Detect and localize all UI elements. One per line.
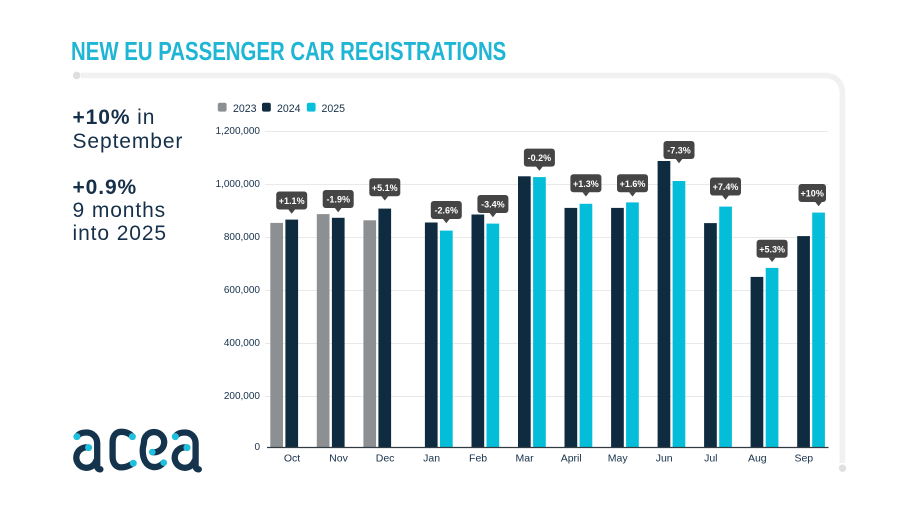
svg-text:Jul: Jul — [704, 453, 717, 465]
svg-text:Jun: Jun — [656, 453, 673, 465]
svg-text:2024: 2024 — [277, 103, 301, 115]
svg-text:1,000,000: 1,000,000 — [216, 179, 261, 190]
svg-text:Oct: Oct — [284, 453, 300, 465]
svg-text:+1.3%: +1.3% — [573, 179, 599, 189]
svg-text:1,200,000: 1,200,000 — [216, 126, 261, 137]
svg-text:-3.4%: -3.4% — [481, 200, 505, 210]
svg-text:-2.6%: -2.6% — [435, 206, 459, 216]
svg-text:+5.1%: +5.1% — [372, 183, 398, 193]
svg-text:2025: 2025 — [322, 103, 346, 115]
svg-text:+10%: +10% — [801, 189, 824, 199]
svg-text:Jan: Jan — [423, 453, 440, 465]
svg-text:+1.1%: +1.1% — [279, 196, 305, 206]
svg-text:200,000: 200,000 — [224, 391, 261, 402]
svg-text:Sep: Sep — [794, 453, 813, 465]
svg-text:Aug: Aug — [748, 453, 767, 465]
svg-text:Feb: Feb — [469, 453, 487, 465]
svg-text:April: April — [561, 453, 582, 465]
svg-text:May: May — [608, 453, 629, 465]
svg-text:+5.3%: +5.3% — [759, 244, 785, 254]
svg-text:Nov: Nov — [329, 453, 348, 465]
svg-text:-0.2%: -0.2% — [528, 153, 552, 163]
svg-text:+1.6%: +1.6% — [620, 179, 646, 189]
svg-text:0: 0 — [254, 442, 260, 453]
svg-text:-1.9%: -1.9% — [326, 195, 350, 205]
svg-text:600,000: 600,000 — [224, 285, 261, 296]
svg-text:800,000: 800,000 — [224, 232, 261, 243]
svg-text:2023: 2023 — [233, 103, 257, 115]
svg-text:Dec: Dec — [376, 453, 395, 465]
svg-text:-7.3%: -7.3% — [667, 146, 691, 156]
svg-text:400,000: 400,000 — [224, 338, 261, 349]
svg-text:Mar: Mar — [516, 453, 535, 465]
svg-text:+7.4%: +7.4% — [713, 182, 739, 192]
